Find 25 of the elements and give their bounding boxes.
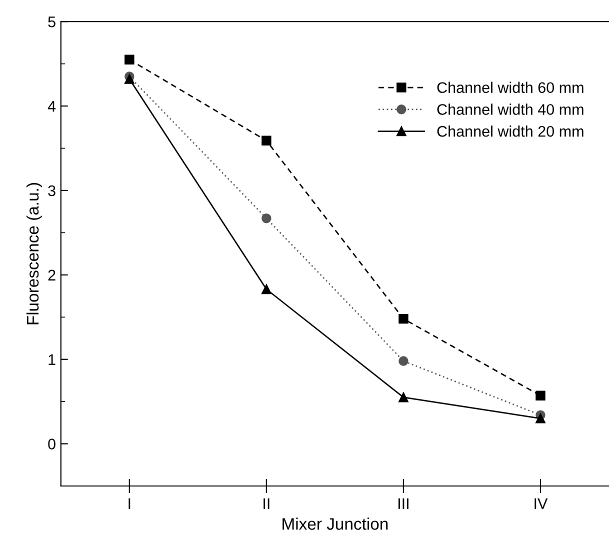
legend-label: Channel width 20 mm — [437, 126, 584, 137]
point — [262, 213, 272, 224]
x-tick-label: III — [398, 498, 408, 509]
point — [124, 54, 134, 64]
point — [398, 314, 408, 324]
y-tick-label: 3 — [48, 185, 56, 196]
y-tick-label: 5 — [48, 16, 56, 28]
y-tick-label: 2 — [48, 270, 56, 280]
point — [536, 414, 546, 424]
legend-label: Channel width 40 mm — [437, 104, 584, 115]
y-tick-label: 0 — [48, 438, 56, 450]
point — [262, 136, 272, 146]
x-axis-title: Mixer Junction — [282, 518, 388, 530]
point — [398, 392, 408, 402]
y-tick-label: 4 — [48, 101, 56, 112]
y-axis-title: Fluorescence (a.u.) — [26, 183, 42, 324]
point — [124, 74, 134, 84]
x-tick-label: I — [128, 498, 130, 509]
point — [262, 284, 272, 294]
y-tick-label: 1 — [48, 354, 56, 365]
x-tick-label: IV — [534, 498, 548, 509]
point — [398, 356, 408, 366]
point — [536, 390, 546, 401]
x-tick-label: II — [264, 498, 270, 509]
legend-label: Channel width 60 mm — [437, 82, 584, 94]
